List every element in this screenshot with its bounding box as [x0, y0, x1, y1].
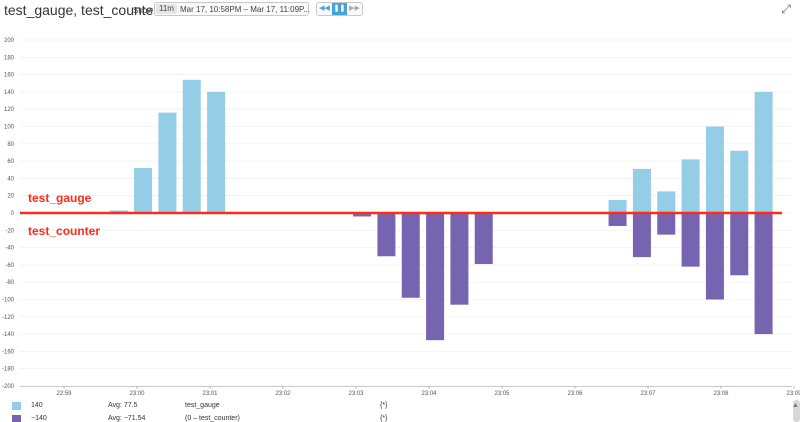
legend-series-name: (0 – test_counter) — [185, 415, 240, 422]
y-tick-label: 160 — [4, 73, 15, 79]
x-tick-label: 23:06 — [567, 391, 583, 397]
y-tick-label: 200 — [4, 38, 15, 44]
test-counter-bar[interactable] — [705, 213, 724, 300]
test-gauge-bar[interactable] — [182, 79, 201, 213]
legend-value: 140 — [31, 402, 43, 409]
test-gauge-bar[interactable] — [657, 191, 676, 213]
legend-row[interactable]: 140 Avg: 77.5 test_gauge {*} — [0, 400, 800, 411]
test-counter-bar[interactable] — [474, 213, 493, 265]
x-tick-label: 23:09 — [786, 391, 800, 397]
test-counter-bar[interactable] — [426, 213, 445, 341]
legend-scope: {*} — [380, 415, 388, 422]
y-tick-label: 60 — [7, 159, 14, 165]
rewind-button[interactable]: ◀◀ — [317, 3, 332, 15]
y-tick-label: 0 — [11, 211, 15, 217]
y-tick-label: -40 — [5, 246, 14, 252]
annotation-test-counter: test_counter — [28, 224, 100, 238]
show-label: Show — [133, 6, 154, 15]
test-gauge-bar[interactable] — [109, 210, 128, 213]
test-counter-bar[interactable] — [450, 213, 469, 305]
chart-bars — [109, 79, 773, 341]
y-tick-label: 20 — [7, 194, 14, 200]
test-gauge-bar[interactable] — [207, 91, 226, 213]
test-counter-bar[interactable] — [754, 213, 773, 335]
y-tick-label: -180 — [2, 367, 15, 373]
y-tick-label: -160 — [2, 349, 15, 355]
legend-row[interactable]: −140 Avg: −71.54 (0 – test_counter) {*} — [0, 413, 800, 422]
test-counter-bar[interactable] — [681, 213, 700, 267]
timeseries-chart: 200180160140120100806040200-20-40-60-80-… — [2, 38, 800, 397]
legend-value: −140 — [31, 415, 47, 422]
legend-swatch — [12, 402, 21, 410]
legend-avg: Avg: 77.5 — [108, 402, 138, 409]
test-gauge-bar[interactable] — [158, 112, 177, 213]
x-tick-label: 23:00 — [129, 391, 145, 397]
test-counter-bar[interactable] — [377, 213, 396, 257]
test-counter-bar[interactable] — [657, 213, 676, 235]
y-tick-label: 140 — [4, 90, 15, 96]
test-counter-bar[interactable] — [401, 213, 420, 298]
fast-forward-icon: ▶▶ — [349, 5, 360, 12]
test-counter-bar[interactable] — [353, 213, 372, 217]
x-tick-label: 23:07 — [640, 391, 656, 397]
legend-scrollbar[interactable] — [793, 400, 800, 422]
test-gauge-bar[interactable] — [730, 150, 749, 213]
y-axis-ticks: 200180160140120100806040200-20-40-60-80-… — [2, 38, 15, 390]
legend-swatch — [12, 415, 21, 422]
x-axis-ticks: 22:59 23:00 23:01 23:02 23:03 23:04 23:05 23:06… — [20, 386, 800, 397]
pause-icon: ❚❚ — [333, 5, 346, 12]
y-tick-label: -140 — [2, 332, 15, 338]
expand-icon[interactable]: ⤢ — [781, 2, 791, 16]
annotation-test-gauge: test_gauge — [28, 191, 92, 205]
x-tick-label: 23:04 — [421, 391, 437, 397]
legend-avg: Avg: −71.54 — [108, 415, 146, 422]
rewind-icon: ◀◀ — [319, 5, 330, 12]
duration-badge[interactable]: 11m — [156, 4, 177, 14]
x-tick-label: 23:01 — [202, 391, 218, 397]
test-counter-bar[interactable] — [730, 213, 749, 276]
x-tick-label: 22:59 — [56, 391, 72, 397]
test-counter-bar[interactable] — [632, 213, 651, 258]
test-counter-bar[interactable] — [608, 213, 627, 226]
y-tick-label: -100 — [2, 298, 15, 304]
legend-scope: {*} — [380, 402, 388, 409]
test-gauge-bar[interactable] — [754, 91, 773, 213]
time-range-text: Mar 17, 10:58PM – Mar 17, 11:09P... — [180, 5, 310, 14]
y-tick-label: 120 — [4, 107, 15, 113]
test-gauge-bar[interactable] — [632, 168, 651, 213]
test-gauge-bar[interactable] — [134, 168, 153, 213]
y-tick-label: 80 — [7, 142, 14, 148]
graph-title: test_gauge, test_counter — [4, 2, 159, 18]
y-tick-label: -200 — [2, 384, 15, 390]
legend: 140 Avg: 77.5 test_gauge {*} −140 Avg: −… — [0, 400, 800, 422]
y-tick-label: -20 — [5, 228, 14, 234]
graph-header: test_gauge, test_counter Show 11m Mar 17… — [0, 0, 800, 22]
y-tick-label: -60 — [5, 263, 14, 269]
fast-forward-button[interactable]: ▶▶ — [347, 3, 362, 15]
test-gauge-bar[interactable] — [705, 126, 724, 214]
test-gauge-bar[interactable] — [608, 200, 627, 213]
x-tick-label: 23:02 — [275, 391, 291, 397]
scroll-up-icon[interactable]: ▲ — [792, 402, 799, 409]
y-tick-label: -80 — [5, 280, 14, 286]
playback-controls: ◀◀ ❚❚ ▶▶ — [316, 2, 363, 16]
x-tick-label: 23:08 — [713, 391, 729, 397]
pause-button[interactable]: ❚❚ — [332, 3, 347, 15]
x-tick-label: 23:05 — [494, 391, 510, 397]
y-tick-label: -120 — [2, 315, 15, 321]
x-tick-label: 23:03 — [348, 391, 364, 397]
y-tick-label: 40 — [7, 176, 14, 182]
y-tick-label: 180 — [4, 55, 15, 61]
y-tick-label: 100 — [4, 125, 15, 131]
legend-series-name: test_gauge — [185, 402, 220, 409]
test-gauge-bar[interactable] — [681, 159, 700, 213]
time-range-selector[interactable]: 11m Mar 17, 10:58PM – Mar 17, 11:09P... — [154, 2, 310, 16]
